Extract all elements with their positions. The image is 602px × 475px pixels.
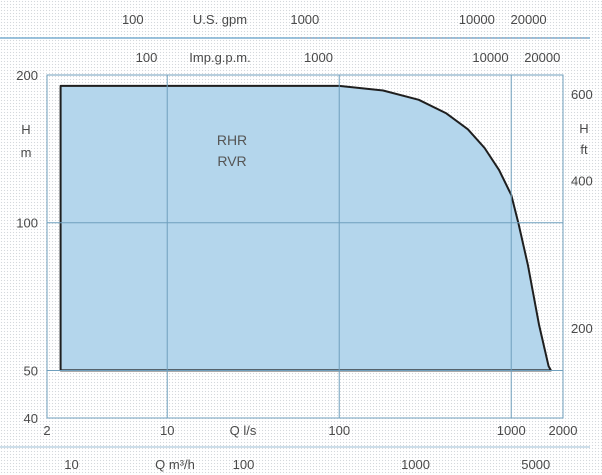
y-tick-label-ft-200: 200 <box>571 321 593 336</box>
x-tick-label-ls-10: 10 <box>160 423 174 438</box>
plot-frame <box>46 74 564 419</box>
x-tick-label-ls-2: 2 <box>43 423 50 438</box>
x-tick-label-usgpm-10000: 10000 <box>459 12 495 27</box>
y-tick-label-m-50: 50 <box>24 363 38 378</box>
x-tick-label-ls-1000: 1000 <box>497 423 526 438</box>
curve-label-rhr: RHR <box>217 132 247 148</box>
y-tick-label-m-40: 40 <box>24 411 38 426</box>
x-tick-label-usgpm-20000: 20000 <box>511 12 547 27</box>
x-tick-label-m3h-5000: 5000 <box>521 457 550 472</box>
y-tick-label-m-100: 100 <box>16 216 38 231</box>
x-tick-label-ls-2000: 2000 <box>549 423 578 438</box>
y-tick-label-ft-400: 400 <box>571 173 593 188</box>
x-tick-label-m3h-100: 100 <box>233 457 255 472</box>
x-tick-label-impgpm-100: 100 <box>136 50 158 65</box>
x-axis-label-m3h: Q m³/h <box>155 457 195 472</box>
x-tick-label-usgpm-100: 100 <box>122 12 144 27</box>
y-axis-label-left: H <box>21 122 30 137</box>
y-axis-unit-right: ft <box>580 142 588 157</box>
y-tick-label-m-200: 200 <box>16 68 38 83</box>
x-tick-label-impgpm-10000: 10000 <box>472 50 508 65</box>
x-tick-label-impgpm-20000: 20000 <box>524 50 560 65</box>
x-axis-label-ls: Q l/s <box>230 423 257 438</box>
envelope-area-rhr-rvr <box>59 84 552 372</box>
y-axis-label-right: H <box>579 121 588 136</box>
x-tick-label-impgpm-1000: 1000 <box>304 50 333 65</box>
y-tick-label-ft-600: 600 <box>571 87 593 102</box>
x-tick-label-usgpm-1000: 1000 <box>290 12 319 27</box>
x-axis-label-impgpm: Imp.g.p.m. <box>189 50 250 65</box>
x-tick-label-m3h-1000: 1000 <box>401 457 430 472</box>
x-tick-label-m3h-10: 10 <box>64 457 78 472</box>
curve-label-rvr: RVR <box>217 153 246 169</box>
x-axis-label-usgpm: U.S. gpm <box>193 12 247 27</box>
y-axis-unit-left: m <box>21 145 32 160</box>
x-tick-label-ls-100: 100 <box>328 423 350 438</box>
